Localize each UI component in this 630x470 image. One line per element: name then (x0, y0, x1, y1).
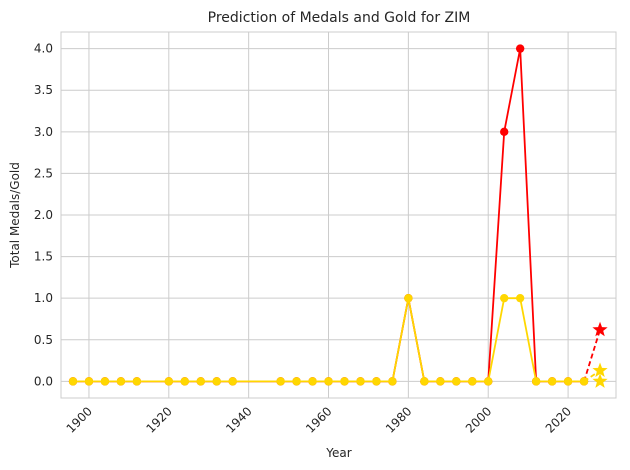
data-point (372, 377, 381, 386)
y-tick-label: 2.0 (34, 208, 53, 222)
series-layer (68, 44, 608, 388)
data-point (308, 377, 317, 386)
y-axis-label: Total Medals/Gold (8, 162, 22, 269)
y-tick-label: 0.0 (34, 374, 53, 388)
data-point (292, 377, 301, 386)
prediction-line (583, 329, 601, 382)
series-1 (68, 293, 608, 388)
plot-area (60, 31, 617, 399)
y-tick-labels: 0.0 0.5 1.0 1.5 2.0 2.5 3.0 3.5 4.0 (34, 42, 53, 389)
y-tick-label: 4.0 (34, 42, 53, 56)
data-point (212, 377, 221, 386)
data-point (356, 377, 365, 386)
data-point (164, 377, 174, 386)
data-point (180, 377, 189, 386)
y-tick-label: 0.5 (34, 333, 53, 347)
data-point (404, 293, 413, 303)
data-point (436, 377, 445, 386)
data-point (420, 377, 429, 386)
y-tick-label: 1.0 (34, 291, 53, 305)
data-point (228, 377, 237, 386)
data-point (388, 377, 397, 386)
prediction-star (592, 373, 608, 388)
data-point (68, 377, 78, 386)
data-point (196, 377, 205, 386)
y-tick-label: 3.0 (34, 125, 53, 139)
data-point (340, 377, 349, 386)
data-point (468, 377, 477, 386)
prediction-star (592, 362, 608, 378)
y-tick-label: 3.5 (34, 83, 53, 97)
data-point (324, 377, 333, 386)
data-point (515, 44, 525, 53)
data-point (276, 377, 285, 386)
data-point (100, 377, 110, 386)
data-point (500, 293, 509, 303)
plot-frame (60, 31, 617, 399)
y-tick-label: 2.5 (34, 166, 53, 180)
data-point (500, 127, 509, 137)
y-tick-label: 1.5 (34, 250, 53, 264)
data-point (84, 377, 94, 386)
data-point (452, 377, 461, 386)
data-point (563, 377, 573, 386)
chart-title: Prediction of Medals and Gold for ZIM (208, 10, 471, 26)
data-point (547, 377, 557, 386)
data-point (515, 293, 525, 303)
data-point (531, 377, 541, 386)
data-point (484, 377, 493, 386)
data-point (132, 377, 142, 386)
prediction-star (592, 321, 608, 337)
data-point (116, 377, 126, 386)
x-axis-label: Year (325, 446, 351, 460)
